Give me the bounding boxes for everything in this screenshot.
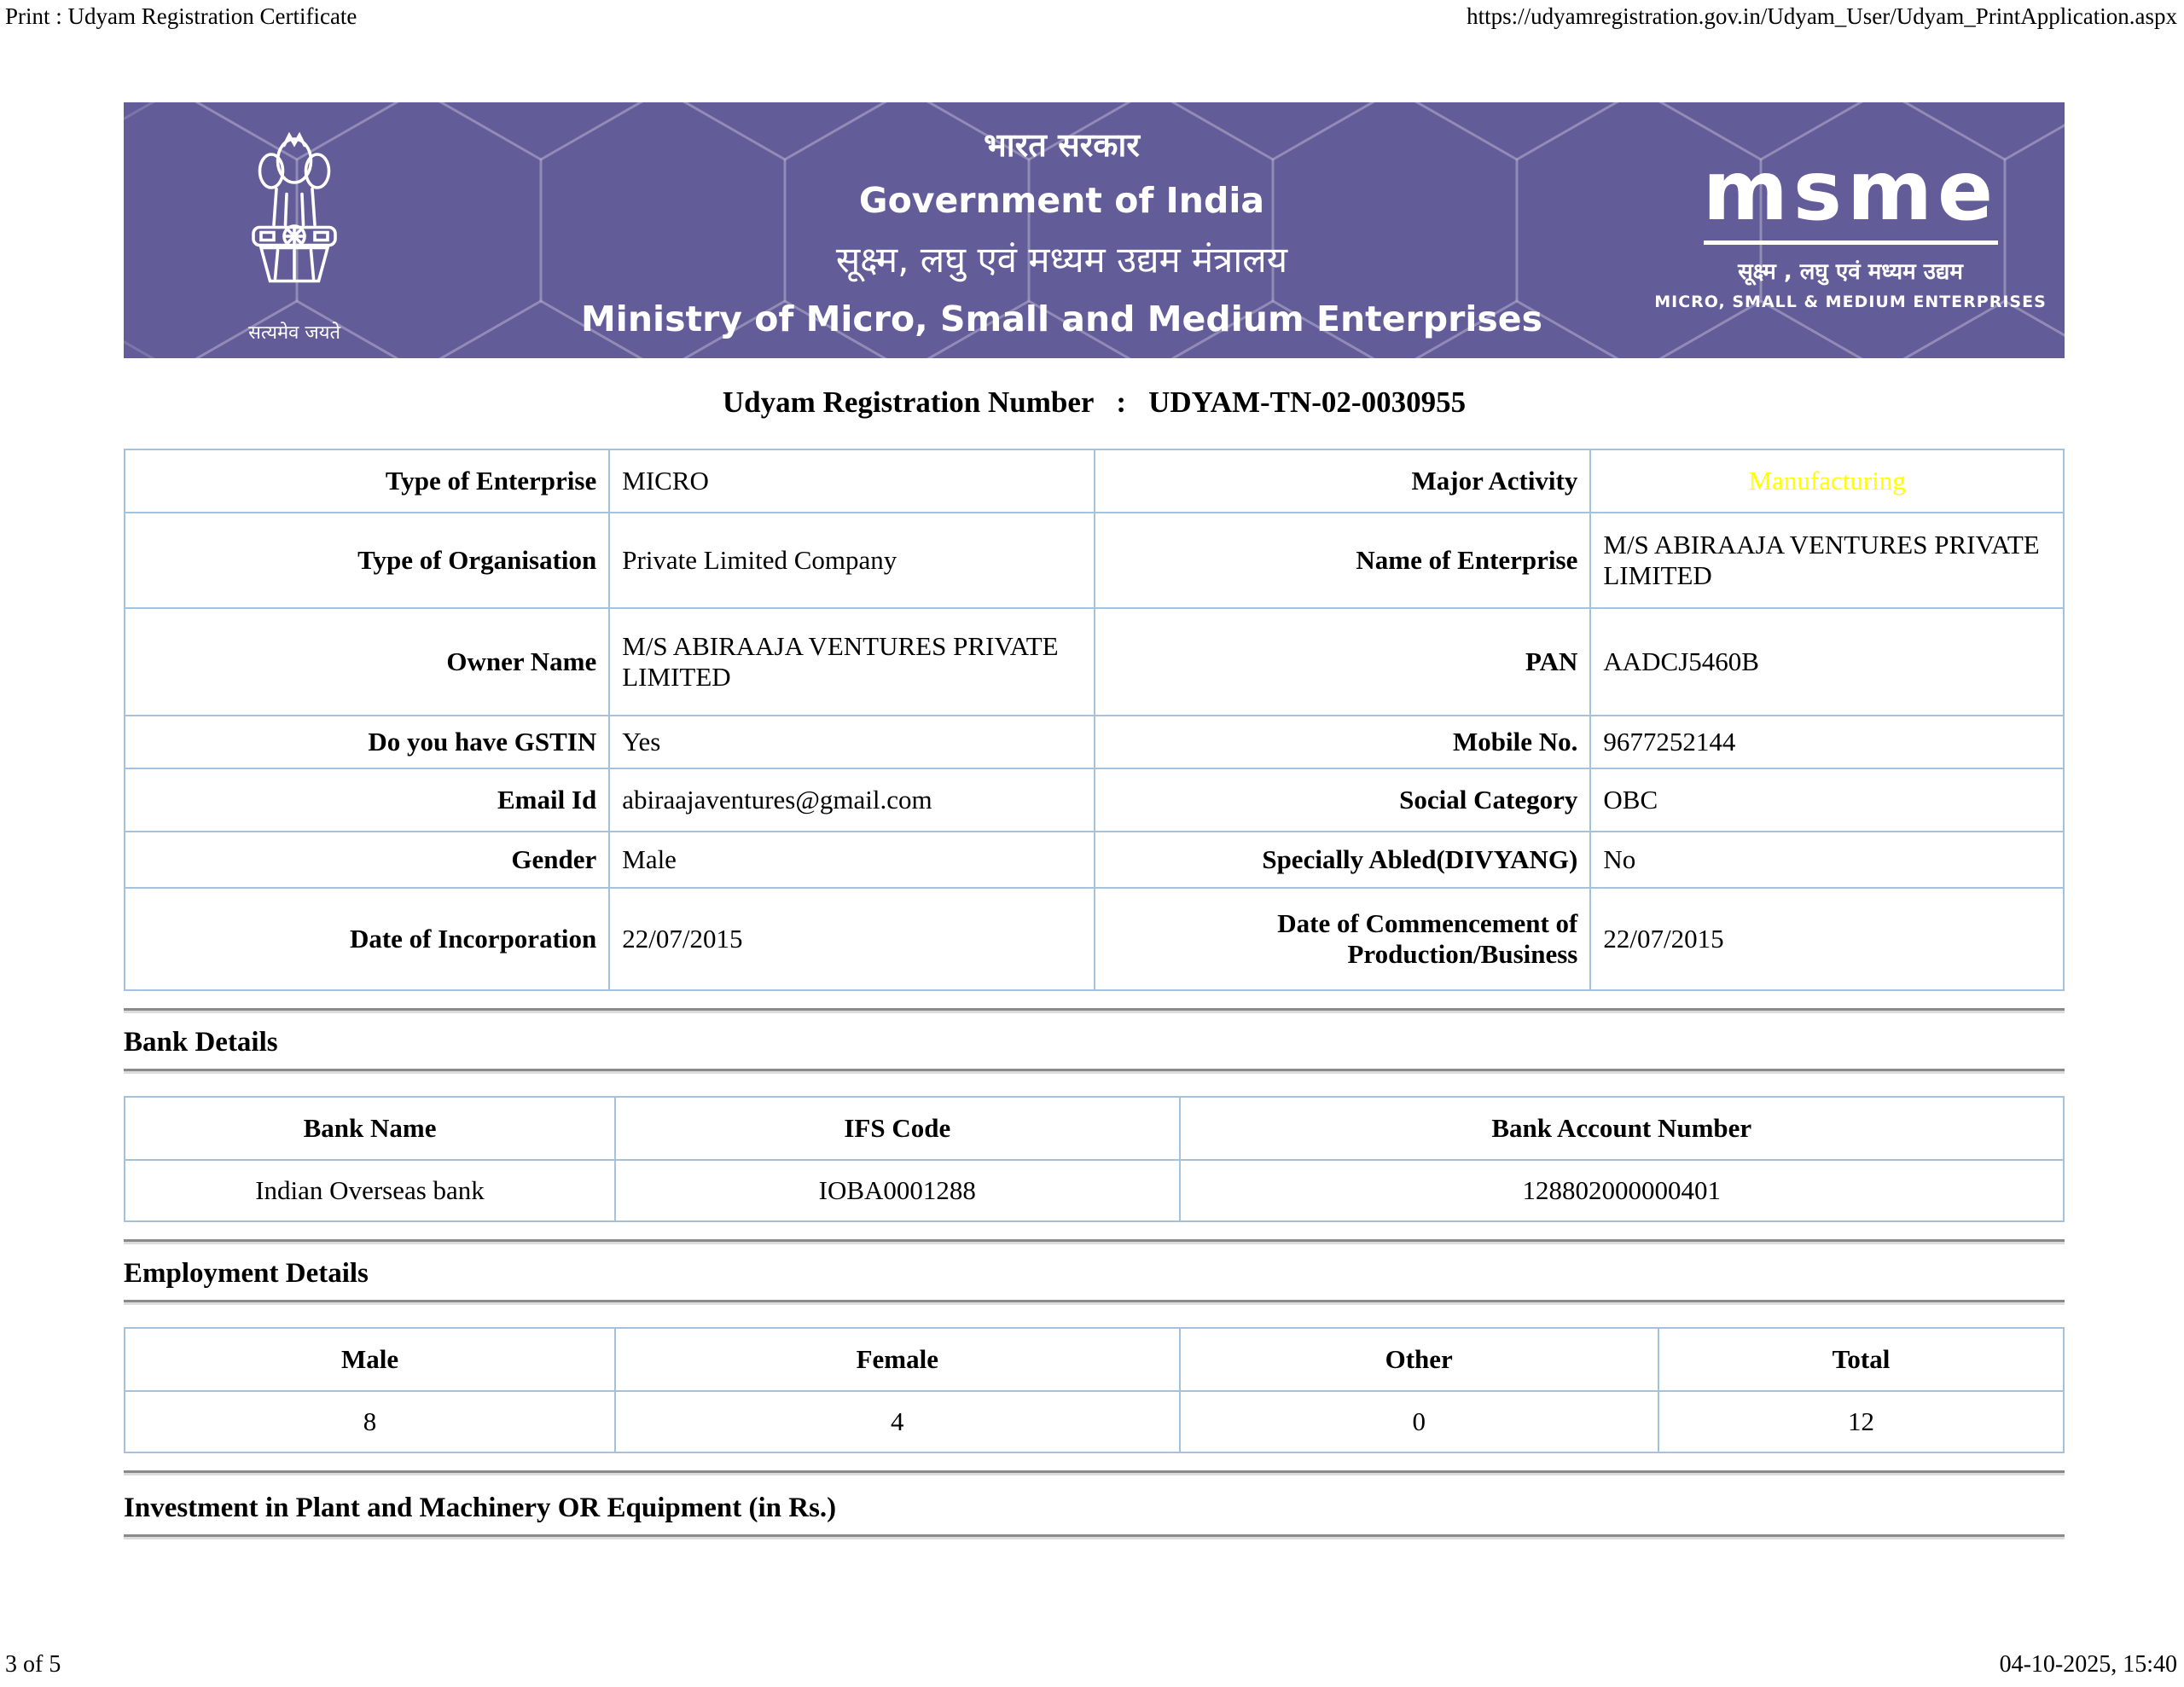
banner-titles: भारत सरकार Government of India सूक्ष्म, … bbox=[465, 122, 1658, 339]
field-label: Name of Enterprise bbox=[1093, 512, 1592, 609]
field-value: Male bbox=[608, 831, 1095, 889]
table-row: Type of Enterprise MICRO Major Activity … bbox=[123, 449, 2065, 513]
print-header-url: https://udyamregistration.gov.in/Udyam_U… bbox=[1467, 3, 2177, 29]
field-value: Private Limited Company bbox=[608, 512, 1095, 609]
field-value: 22/07/2015 bbox=[608, 887, 1095, 991]
employment-male-cell: 8 bbox=[123, 1390, 617, 1453]
bank-name-cell: Indian Overseas bank bbox=[123, 1159, 617, 1222]
page-number: 3 of 5 bbox=[5, 1651, 61, 1678]
investment-title: Investment in Plant and Machinery OR Equ… bbox=[124, 1493, 837, 1523]
ifs-code-cell: IOBA0001288 bbox=[614, 1159, 1181, 1222]
banner-hindi-govt: भारत सरकार bbox=[984, 125, 1140, 164]
msme-logo-english: MICRO, SMALL & MEDIUM ENTERPRISES bbox=[1654, 292, 2047, 311]
table-row: Do you have GSTIN Yes Mobile No. 9677252… bbox=[123, 715, 2065, 769]
field-value: M/S ABIRAAJA VENTURES PRIVATE LIMITED bbox=[1589, 512, 2065, 609]
field-value: MICRO bbox=[608, 449, 1095, 513]
field-value: AADCJ5460B bbox=[1589, 607, 2065, 716]
column-header: Other bbox=[1178, 1327, 1659, 1392]
employment-female-cell: 4 bbox=[614, 1390, 1181, 1453]
field-label: Mobile No. bbox=[1093, 715, 1592, 769]
table-row: 8 4 0 12 bbox=[123, 1390, 2065, 1453]
emblem-caption: सत्यमेव जयते bbox=[247, 322, 341, 344]
government-banner: सत्यमेव जयते भारत सरकार Government of In… bbox=[124, 102, 2065, 358]
field-label: Social Category bbox=[1093, 768, 1592, 832]
column-header: Bank Account Number bbox=[1178, 1096, 2065, 1161]
field-label: Specially Abled(DIVYANG) bbox=[1093, 831, 1592, 889]
section-divider bbox=[124, 1069, 2065, 1074]
employment-total-cell: 12 bbox=[1657, 1390, 2065, 1453]
banner-english-ministry: Ministry of Micro, Small and Medium Ente… bbox=[580, 298, 1543, 339]
bank-details-title: Bank Details bbox=[124, 1027, 278, 1058]
field-value: No bbox=[1589, 831, 2065, 889]
bank-account-cell: 128802000000401 bbox=[1178, 1159, 2065, 1222]
msme-logo-hindi: सूक्ष्म , लघु एवं मध्यम उद्यम bbox=[1738, 258, 1963, 285]
field-value: OBC bbox=[1589, 768, 2065, 832]
table-row: Indian Overseas bank IOBA0001288 1288020… bbox=[123, 1159, 2065, 1222]
banner-hindi-ministry: सूक्ष्म, लघु एवं मध्यम उद्यम मंत्रालय bbox=[835, 238, 1288, 281]
section-divider bbox=[124, 1008, 2065, 1013]
section-divider bbox=[124, 1300, 2065, 1305]
hexagon-pattern bbox=[124, 102, 2065, 358]
column-header: IFS Code bbox=[614, 1096, 1181, 1161]
ashoka-emblem-icon bbox=[252, 131, 337, 282]
table-header-row: Bank Name IFS Code Bank Account Number bbox=[123, 1096, 2065, 1161]
banner-english-govt: Government of India bbox=[858, 179, 1265, 221]
msme-logo: msme सूक्ष्म , लघु एवं मध्यम उद्यम MICRO… bbox=[1654, 142, 2065, 311]
employment-other-cell: 0 bbox=[1178, 1390, 1659, 1453]
employment-details-table: Male Female Other Total 8 4 0 12 bbox=[123, 1327, 2065, 1453]
column-header: Bank Name bbox=[123, 1096, 617, 1161]
column-header: Male bbox=[123, 1327, 617, 1392]
field-value: abiraajaventures@gmail.com bbox=[608, 768, 1095, 832]
employment-details-title: Employment Details bbox=[124, 1258, 369, 1289]
table-row: Type of Organisation Private Limited Com… bbox=[123, 512, 2065, 609]
field-label: Date of Commencement of Production/Busin… bbox=[1093, 887, 1592, 991]
field-label: Major Activity bbox=[1093, 449, 1592, 513]
registration-number-separator: : bbox=[1116, 386, 1127, 419]
field-label: Type of Organisation bbox=[123, 512, 611, 609]
field-value: 9677252144 bbox=[1589, 715, 2065, 769]
column-header: Total bbox=[1657, 1327, 2065, 1392]
field-value: M/S ABIRAAJA VENTURES PRIVATE LIMITED bbox=[608, 607, 1095, 716]
table-row: Owner Name M/S ABIRAAJA VENTURES PRIVATE… bbox=[123, 607, 2065, 716]
table-row: Email Id abiraajaventures@gmail.com Soci… bbox=[123, 768, 2065, 832]
table-row: Date of Incorporation 22/07/2015 Date of… bbox=[123, 887, 2065, 991]
field-label: Type of Enterprise bbox=[123, 449, 611, 513]
enterprise-details-table: Type of Enterprise MICRO Major Activity … bbox=[123, 449, 2065, 991]
field-label: Date of Incorporation bbox=[123, 887, 611, 991]
print-timestamp: 04-10-2025, 15:40 bbox=[1999, 1651, 2177, 1678]
registration-number-label: Udyam Registration Number bbox=[722, 386, 1095, 419]
table-row: Gender Male Specially Abled(DIVYANG) No bbox=[123, 831, 2065, 889]
table-header-row: Male Female Other Total bbox=[123, 1327, 2065, 1392]
field-value-major-activity: Manufacturing bbox=[1589, 449, 2065, 513]
registration-number-line: Udyam Registration Number: UDYAM-TN-02-00… bbox=[124, 386, 2065, 420]
msme-logo-word: msme bbox=[1702, 142, 1999, 239]
emblem-block: सत्यमेव जयते bbox=[124, 117, 465, 345]
field-value: 22/07/2015 bbox=[1589, 887, 2065, 991]
certificate-page: सत्यमेव जयते भारत सरकार Government of In… bbox=[123, 102, 2065, 1539]
msme-logo-divider bbox=[1703, 240, 1998, 245]
field-label: PAN bbox=[1093, 607, 1592, 716]
registration-number-value: UDYAM-TN-02-0030955 bbox=[1148, 386, 1467, 419]
field-value: Yes bbox=[608, 715, 1095, 769]
bank-details-table: Bank Name IFS Code Bank Account Number I… bbox=[123, 1096, 2065, 1222]
section-divider bbox=[124, 1470, 2065, 1475]
field-label: Owner Name bbox=[123, 607, 611, 716]
field-label: Email Id bbox=[123, 768, 611, 832]
print-header-title: Print : Udyam Registration Certificate bbox=[5, 3, 357, 29]
section-divider bbox=[124, 1239, 2065, 1244]
field-label: Do you have GSTIN bbox=[123, 715, 611, 769]
column-header: Female bbox=[614, 1327, 1181, 1392]
field-label: Gender bbox=[123, 831, 611, 889]
section-divider bbox=[124, 1534, 2065, 1539]
